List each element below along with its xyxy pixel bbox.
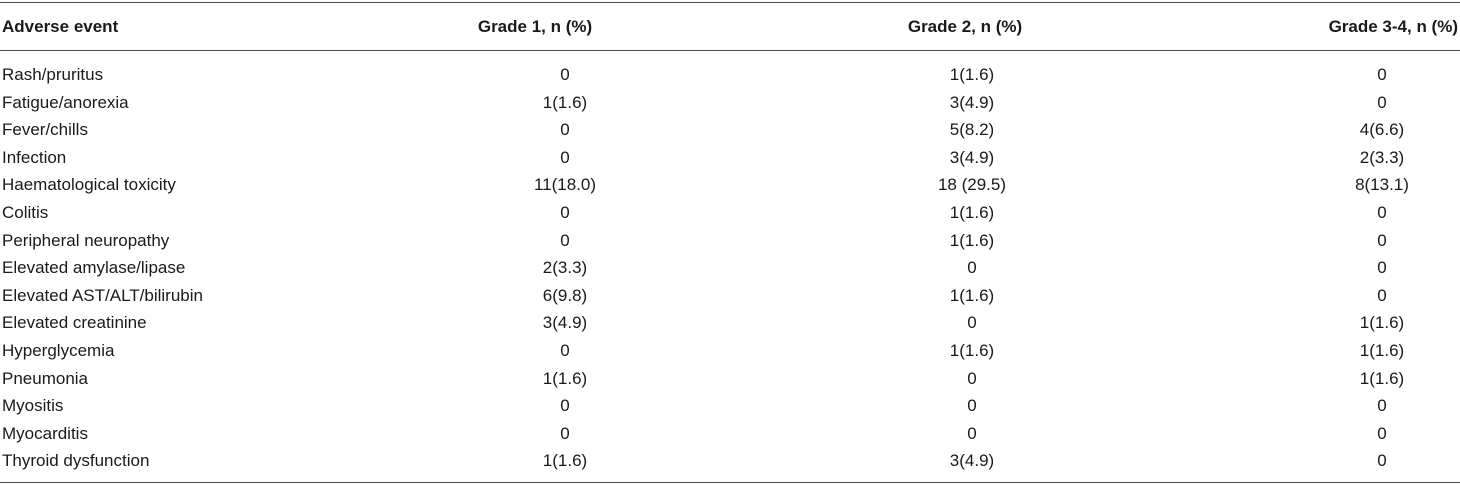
adverse-event-cell: Fatigue/anorexia [2,92,129,112]
grade-3-4-cell: 0 [1377,65,1387,84]
adverse-event-cell: Myocarditis [2,423,88,443]
grade-3-4-cell: 0 [1377,92,1387,112]
grade-1-cell: 0 [560,120,570,140]
grade-2-cell: 3(4.9) [949,92,995,112]
adverse-event-cell: Rash/pruritus [2,65,104,84]
table-row: Elevated creatinine 3(4.9) 0 1(1.6) [0,309,1460,337]
table-row: Myositis 0 0 0 [0,392,1460,420]
grade-3-4-cell: 0 [1377,202,1387,222]
grade-3-4-cell: 1(1.6) [1359,313,1405,333]
grade-1-cell: 11(18.0) [533,175,597,195]
grade-2-cell: 0 [967,423,977,443]
adverse-event-cell: Colitis [2,202,49,222]
grade-2-cell: 3(4.9) [949,147,995,167]
grade-3-4-cell: 1(1.6) [1359,368,1405,388]
table-row: Rash/pruritus 0 1(1.6) 0 [0,61,1460,89]
table-row: Colitis 0 1(1.6) 0 [0,199,1460,227]
adverse-event-cell: Haematological toxicity [2,175,176,195]
grade-2-cell: 3(4.9) [949,451,995,471]
grade-1-cell: 0 [560,340,570,360]
grade-3-4-cell: 0 [1377,230,1387,250]
grade-1-cell: 2(3.3) [542,258,588,278]
grade-1-cell: 0 [560,202,570,222]
grade-1-cell: 6(9.8) [542,285,588,305]
grade-2-cell: 1(1.6) [949,202,995,222]
grade-3-4-cell: 0 [1377,423,1387,443]
adverse-event-cell: Peripheral neuropathy [2,230,170,250]
adverse-event-cell: Elevated amylase/lipase [2,258,186,278]
grade-1-cell: 0 [560,147,570,167]
grade-1-cell: 0 [560,423,570,443]
grade-1-cell: 3(4.9) [542,313,588,333]
grade-3-4-cell: 2(3.3) [1359,147,1405,167]
grade-3-4-cell: 0 [1377,258,1387,278]
table-row: Peripheral neuropathy 0 1(1.6) 0 [0,227,1460,255]
header-grade-2: Grade 2, n (%) [907,17,1023,36]
table-row: Haematological toxicity 11(18.0) 18 (29.5)… [0,171,1460,199]
grade-3-4-cell: 0 [1377,451,1387,471]
grade-3-4-cell: 1(1.6) [1359,340,1405,360]
header-grade-3-4: Grade 3-4, n (%) [1328,17,1458,36]
table-row: Myocarditis 0 0 0 [0,420,1460,448]
grade-1-cell: 0 [560,230,570,250]
table-header-row: Adverse event Grade 1, n (%) Grade 2, n … [0,2,1460,50]
grade-2-cell: 0 [967,258,977,278]
grade-1-cell: 0 [560,65,570,84]
grade-2-cell: 0 [967,396,977,416]
grade-1-cell: 1(1.6) [542,368,588,388]
grade-2-cell: 1(1.6) [949,65,995,84]
grade-2-cell: 5(8.2) [949,120,995,140]
grade-2-cell: 1(1.6) [949,340,995,360]
grade-2-cell: 0 [967,368,977,388]
grade-3-4-cell: 4(6.6) [1359,120,1405,140]
grade-3-4-cell: 8(13.1) [1355,175,1409,195]
adverse-event-cell: Pneumonia [2,368,89,388]
table-top-rule [0,2,1460,3]
table-bottom-rule [0,482,1460,483]
grade-1-cell: 1(1.6) [542,451,588,471]
table-row: Fever/chills 0 5(8.2) 4(6.6) [0,116,1460,144]
table-body: Rash/pruritus 0 1(1.6) 0 Fatigue/anorexia 1(1… [0,61,1460,475]
adverse-event-cell: Hyperglycemia [2,340,115,360]
adverse-event-cell: Elevated AST/ALT/bilirubin [2,285,203,305]
table-row: Elevated amylase/lipase 2(3.3) 0 0 [0,254,1460,282]
table-row: Elevated AST/ALT/bilirubin 6(9.8) 1(1.6) 0 [0,282,1460,310]
grade-1-cell: 0 [560,396,570,416]
grade-3-4-cell: 0 [1377,396,1387,416]
table-row: Infection 0 3(4.9) 2(3.3) [0,144,1460,172]
table-row: Pneumonia 1(1.6) 0 1(1.6) [0,365,1460,393]
grade-2-cell: 0 [967,313,977,333]
adverse-event-cell: Infection [2,147,67,167]
header-adverse-event: Adverse event [2,17,119,36]
adverse-event-cell: Myositis [2,396,64,416]
table-row: Thyroid dysfunction 1(1.6) 3(4.9) 0 [0,447,1460,475]
header-divider-rule [0,50,1460,51]
header-grade-1: Grade 1, n (%) [477,17,593,36]
adverse-event-cell: Fever/chills [2,120,88,140]
grade-2-cell: 1(1.6) [949,230,995,250]
table-row: Fatigue/anorexia 1(1.6) 3(4.9) 0 [0,89,1460,117]
grade-2-cell: 18 (29.5) [937,175,1007,195]
adverse-event-cell: Elevated creatinine [2,313,147,333]
adverse-event-cell: Thyroid dysfunction [2,451,150,471]
table-row: Hyperglycemia 0 1(1.6) 1(1.6) [0,337,1460,365]
grade-3-4-cell: 0 [1377,285,1387,305]
grade-2-cell: 1(1.6) [949,285,995,305]
grade-1-cell: 1(1.6) [542,92,588,112]
